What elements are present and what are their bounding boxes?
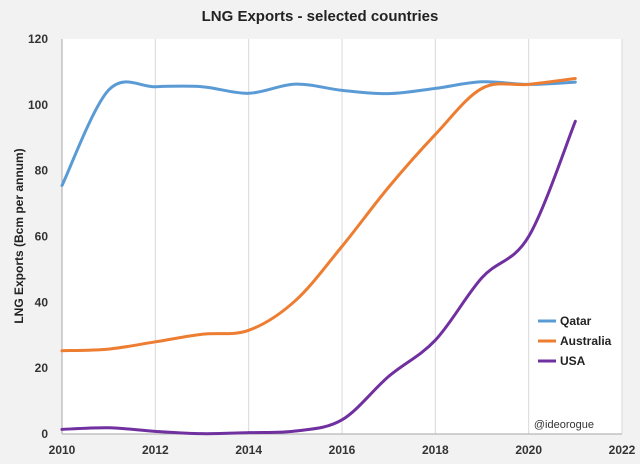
x-tick-label: 2016 — [329, 443, 356, 457]
series-line-qatar — [60, 80, 577, 187]
x-tick-labels: 2010 2012 2014 2016 2018 2020 2022 — [49, 443, 636, 457]
legend-label-qatar: Qatar — [560, 314, 592, 328]
x-tick-label: 2014 — [235, 443, 262, 457]
y-tick-label: 40 — [35, 295, 49, 309]
y-tick-label: 60 — [35, 230, 49, 244]
y-tick-label: 20 — [35, 361, 49, 375]
watermark-annotation: @ideorogue — [534, 419, 594, 431]
y-tick-label: 0 — [41, 427, 48, 441]
legend: Qatar Australia USA — [538, 314, 612, 368]
x-tick-label: 2022 — [609, 443, 636, 457]
legend-label-usa: USA — [560, 354, 586, 368]
series-lines — [60, 77, 577, 436]
series-line-australia — [60, 77, 577, 353]
x-tick-label: 2010 — [49, 443, 76, 457]
axes — [61, 39, 622, 435]
chart-title: LNG Exports - selected countries — [202, 8, 439, 25]
x-tick-label: 2018 — [422, 443, 449, 457]
y-tick-label: 120 — [28, 32, 48, 46]
legend-label-australia: Australia — [560, 334, 612, 348]
series-line-usa — [60, 119, 577, 436]
y-axis-title: LNG Exports (Bcm per annum) — [12, 148, 26, 323]
x-tick-label: 2020 — [515, 443, 542, 457]
x-tick-label: 2012 — [142, 443, 169, 457]
y-tick-labels: 0 20 40 60 80 100 120 — [28, 32, 48, 441]
y-tick-label: 100 — [28, 98, 48, 112]
y-tick-label: 80 — [35, 164, 49, 178]
